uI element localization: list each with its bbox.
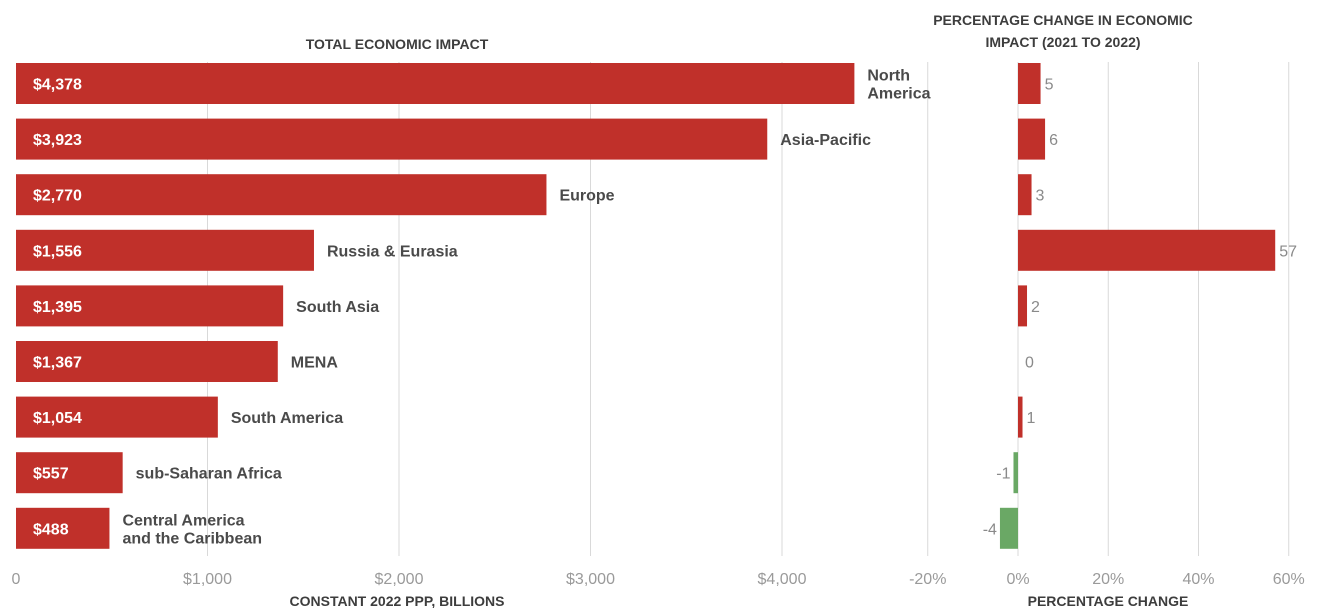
left-region-label: Asia-Pacific — [780, 132, 871, 149]
left-x-tick-label: $3,000 — [566, 571, 615, 588]
left-bars: $4,378 North America $3,923 Asia-Pacific $2,7… — [16, 63, 931, 549]
left-value-label: $4,378 — [33, 77, 82, 94]
right-value-label: 6 — [1049, 132, 1058, 149]
left-value-label: $1,395 — [33, 299, 82, 316]
right-value-label: 2 — [1031, 299, 1040, 316]
left-region-label: Russia & Eurasia — [327, 243, 458, 260]
right-chart-title-line-1: PERCENTAGE CHANGE IN ECONOMIC — [933, 12, 1193, 28]
left-x-tick-label: 0 — [12, 571, 21, 588]
left-x-axis-label: CONSTANT 2022 PPP, BILLIONS — [290, 593, 505, 608]
left-value-label: $1,367 — [33, 355, 82, 372]
left-bar-europe — [16, 174, 547, 216]
right-x-axis-ticks: -20% 0% 20% 40% 60% — [909, 571, 1305, 588]
right-bar-asia-pacific — [1018, 118, 1046, 160]
left-bar-north-america — [16, 63, 855, 104]
right-chart-title-line-2: IMPACT (2021 TO 2022) — [985, 34, 1140, 50]
left-bar-central-america-and-the-caribbean — [16, 507, 110, 549]
left-value-label: $2,770 — [33, 188, 82, 205]
right-x-tick-label: 0% — [1006, 571, 1029, 588]
right-value-label: -4 — [983, 521, 997, 538]
right-bar-south-america — [1018, 396, 1023, 438]
left-region-label: MENA — [291, 355, 339, 372]
left-value-label: $1,054 — [33, 410, 82, 427]
left-region-label: North America — [867, 68, 930, 103]
left-bar-russia-and-eurasia — [16, 229, 314, 271]
left-value-label: $557 — [33, 466, 69, 483]
right-value-label: 1 — [1027, 410, 1036, 427]
right-bar-europe — [1018, 174, 1032, 216]
left-region-label: Europe — [559, 188, 614, 205]
left-bar-mena — [16, 341, 278, 382]
right-value-label: 5 — [1045, 77, 1054, 94]
right-x-tick-label: 20% — [1092, 571, 1124, 588]
right-x-axis-label: PERCENTAGE CHANGE — [1028, 593, 1189, 608]
left-x-tick-label: $2,000 — [375, 571, 424, 588]
right-bars: 5 6 3 57 2 0 1 -1 -4 — [983, 63, 1297, 549]
right-bar-south-asia — [1018, 285, 1028, 327]
left-x-tick-label: $1,000 — [183, 571, 232, 588]
left-x-tick-label: $4,000 — [758, 571, 807, 588]
left-region-label: South Asia — [296, 299, 379, 316]
right-grid — [927, 62, 1290, 556]
right-x-tick-label: 40% — [1182, 571, 1214, 588]
left-chart-title: TOTAL ECONOMIC IMPACT — [306, 36, 489, 52]
left-bar-sub-saharan-africa — [16, 452, 123, 494]
left-region-label: South America — [231, 410, 343, 427]
right-bar-russia-and-eurasia — [1018, 229, 1276, 271]
right-bar-north-america — [1018, 63, 1041, 104]
left-bar-south-america — [16, 396, 218, 438]
right-bar-central-america-and-the-caribbean — [999, 507, 1018, 549]
left-region-label: Central America and the Caribbean — [122, 512, 262, 547]
right-x-tick-label: -20% — [909, 571, 946, 588]
left-value-label: $3,923 — [33, 132, 82, 149]
right-value-label: 3 — [1036, 188, 1045, 205]
right-value-label: 0 — [1025, 355, 1034, 372]
right-value-label: -1 — [996, 466, 1010, 483]
left-bar-south-asia — [16, 285, 284, 327]
left-value-label: $1,556 — [33, 243, 82, 260]
right-value-label: 57 — [1279, 243, 1297, 260]
right-x-tick-label: 60% — [1273, 571, 1305, 588]
left-value-label: $488 — [33, 521, 69, 538]
left-region-label: sub-Saharan Africa — [136, 466, 282, 483]
left-x-axis-ticks: 0 $1,000 $2,000 $3,000 $4,000 — [12, 571, 807, 588]
left-bar-asia-pacific — [16, 118, 768, 160]
right-bar-sub-saharan-africa — [1013, 452, 1018, 494]
